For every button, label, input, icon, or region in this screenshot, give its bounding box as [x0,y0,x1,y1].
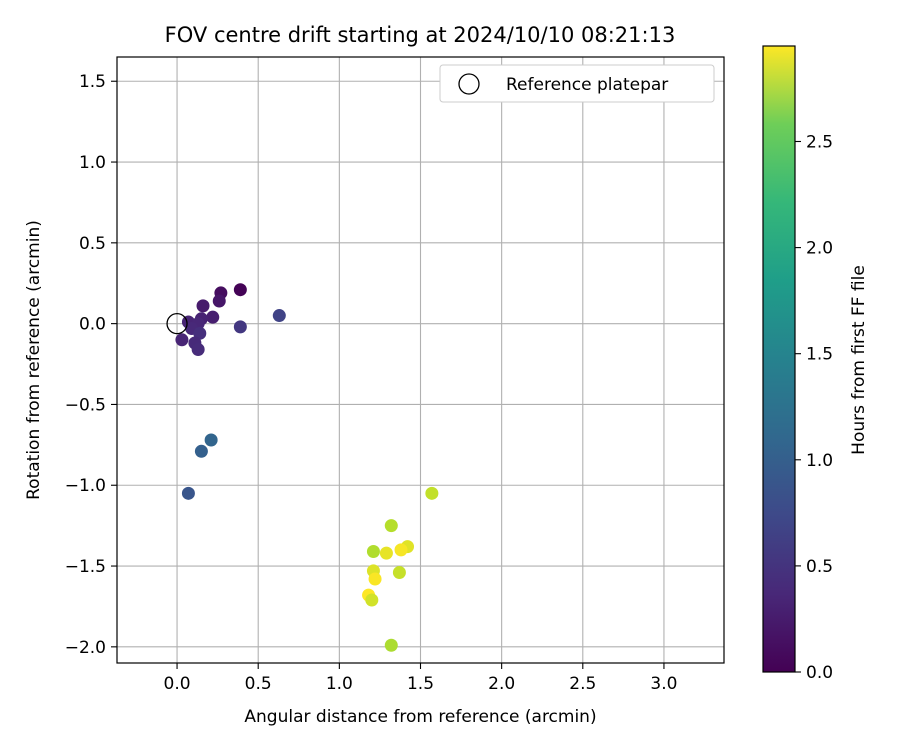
y-axis-ticks: 1.5 1.0 0.5 0.0 −0.5 −1.0 −1.5 −2.0 [65,72,117,658]
colorbar-tick-label: 2.0 [806,239,833,259]
legend-label: Reference platepar [506,75,668,95]
data-points [166,283,439,652]
y-tick-label: −2.0 [65,638,106,658]
chart-title: FOV centre drift starting at 2024/10/10 … [165,23,676,47]
data-point [366,544,380,558]
data-point [181,486,195,500]
reference-platepar-marker [166,312,188,335]
y-tick-label: 0.5 [79,234,106,254]
x-tick-label: 1.5 [407,674,434,694]
colorbar-label: Hours from first FF file [849,265,869,455]
y-axis-label: Rotation from reference (arcmin) [24,220,44,500]
data-point [194,444,208,458]
x-tick-label: 0.5 [245,674,272,694]
data-point [394,543,408,557]
data-point [384,638,398,652]
x-tick-label: 3.0 [650,674,677,694]
grid-lines [117,57,724,663]
data-point [392,566,406,580]
data-point [193,326,207,340]
data-point [384,519,398,533]
data-point [365,593,379,607]
colorbar-tick-label: 1.0 [806,451,833,471]
data-point [212,294,226,308]
x-tick-label: 1.0 [326,674,353,694]
data-point [233,283,247,297]
y-tick-label: −0.5 [65,395,106,415]
colorbar-tick-label: 2.5 [806,132,833,152]
x-axis-ticks: 0.0 0.5 1.0 1.5 2.0 2.5 3.0 [164,663,677,694]
y-tick-label: −1.5 [65,557,106,577]
colorbar-tick-label: 1.5 [806,345,833,365]
x-axis-label: Angular distance from reference (arcmin) [244,707,596,727]
colorbar-ticks: 0.0 0.5 1.0 1.5 2.0 2.5 [795,132,833,683]
legend-reference-marker [458,73,480,95]
y-tick-label: 0.0 [79,315,106,335]
colorbar-tick-label: 0.0 [806,663,833,683]
colorbar-tick-label: 0.5 [806,557,833,577]
colorbar: 0.0 0.5 1.0 1.5 2.0 2.5 Hours from first FF f… [762,45,869,683]
data-point [368,572,382,586]
y-tick-label: 1.0 [79,153,106,173]
x-tick-label: 0.0 [164,674,191,694]
data-point [206,310,220,324]
y-tick-label: 1.5 [79,72,106,92]
y-tick-label: −1.0 [65,476,106,496]
x-tick-label: 2.0 [488,674,515,694]
data-point [196,299,210,313]
data-point [425,486,439,500]
legend-box [439,64,715,103]
data-point [379,546,393,560]
data-point [233,320,247,334]
x-tick-label: 2.5 [569,674,596,694]
colorbar-gradient [762,45,796,673]
data-point [204,433,218,447]
data-point [272,309,286,323]
data-point [175,333,189,347]
data-point [191,342,205,356]
legend: Reference platepar [439,64,715,103]
